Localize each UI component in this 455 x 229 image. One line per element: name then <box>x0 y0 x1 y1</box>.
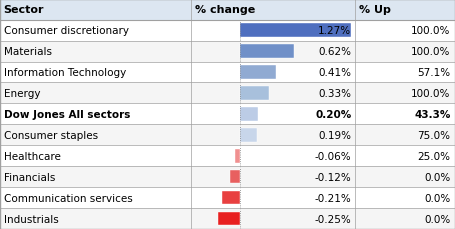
Bar <box>222 191 240 204</box>
Text: 25.0%: 25.0% <box>417 151 450 161</box>
Text: 0.19%: 0.19% <box>318 130 351 140</box>
Bar <box>0 41 455 62</box>
Text: 1.27%: 1.27% <box>318 26 351 36</box>
Bar <box>230 170 240 184</box>
Text: 0.62%: 0.62% <box>318 47 351 57</box>
Text: 0.0%: 0.0% <box>424 214 450 224</box>
Bar <box>0 104 455 125</box>
Text: -0.12%: -0.12% <box>314 172 351 182</box>
Text: -0.06%: -0.06% <box>315 151 351 161</box>
Bar <box>240 45 294 59</box>
Text: -0.25%: -0.25% <box>314 214 351 224</box>
Text: % Up: % Up <box>359 5 390 15</box>
Text: Energy: Energy <box>4 89 40 98</box>
Text: 100.0%: 100.0% <box>411 26 450 36</box>
Bar <box>0 125 455 146</box>
Bar <box>0 208 455 229</box>
Text: Information Technology: Information Technology <box>4 68 126 78</box>
Text: 100.0%: 100.0% <box>411 47 450 57</box>
Bar <box>0 21 455 41</box>
Text: Sector: Sector <box>4 5 44 15</box>
Text: 43.3%: 43.3% <box>414 109 450 119</box>
Text: 0.41%: 0.41% <box>318 68 351 78</box>
Text: Healthcare: Healthcare <box>4 151 61 161</box>
Bar <box>0 146 455 166</box>
Text: 0.33%: 0.33% <box>318 89 351 98</box>
Bar <box>240 66 276 79</box>
Text: Dow Jones All sectors: Dow Jones All sectors <box>4 109 130 119</box>
Text: 0.0%: 0.0% <box>424 193 450 203</box>
Bar <box>240 24 351 38</box>
Bar <box>240 128 257 142</box>
Text: 0.0%: 0.0% <box>424 172 450 182</box>
Bar <box>240 87 269 100</box>
Text: Materials: Materials <box>4 47 51 57</box>
Text: Consumer staples: Consumer staples <box>4 130 98 140</box>
Text: % change: % change <box>195 5 255 15</box>
Text: Industrials: Industrials <box>4 214 58 224</box>
Text: 75.0%: 75.0% <box>417 130 450 140</box>
Text: 57.1%: 57.1% <box>417 68 450 78</box>
Bar <box>0 166 455 187</box>
Text: -0.21%: -0.21% <box>314 193 351 203</box>
Text: Consumer discretionary: Consumer discretionary <box>4 26 129 36</box>
Bar <box>0 0 455 21</box>
Bar <box>235 149 240 163</box>
Bar <box>218 212 240 225</box>
Bar <box>0 62 455 83</box>
Bar <box>0 187 455 208</box>
Text: 0.20%: 0.20% <box>315 109 351 119</box>
Text: 100.0%: 100.0% <box>411 89 450 98</box>
Text: Financials: Financials <box>4 172 55 182</box>
Text: Communication services: Communication services <box>4 193 132 203</box>
Bar <box>0 83 455 104</box>
Bar <box>240 108 258 121</box>
